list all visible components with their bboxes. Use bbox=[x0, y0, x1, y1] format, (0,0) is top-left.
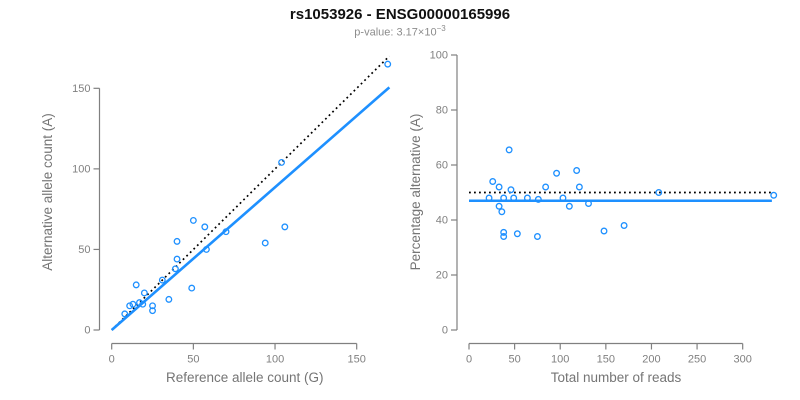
percentage-scatter-data-point bbox=[533, 233, 541, 240]
percentage-scatter-data-point bbox=[523, 194, 531, 202]
allele-count-scatter-data-point bbox=[121, 310, 129, 318]
percentage-scatter-x-tick-label: 50 bbox=[508, 354, 520, 366]
percentage-scatter-data-point bbox=[559, 194, 567, 202]
percentage-scatter-x-tick-label: 300 bbox=[734, 354, 752, 366]
allele-count-scatter-data-point bbox=[188, 284, 196, 292]
percentage-scatter-data-point bbox=[495, 202, 503, 210]
allele-count-scatter-x-tick-label: 100 bbox=[266, 354, 284, 366]
percentage-scatter-y-tick-label: 80 bbox=[436, 105, 448, 117]
percentage-scatter-y-tick-label: 40 bbox=[436, 215, 448, 227]
percentage-scatter-x-tick-label: 0 bbox=[466, 354, 472, 366]
percentage-scatter-data-point bbox=[495, 183, 503, 191]
percentage-scatter-data-point bbox=[500, 194, 508, 202]
percentage-scatter-y-tick-label: 60 bbox=[436, 160, 448, 172]
allele-count-scatter-data-point bbox=[173, 237, 181, 245]
identity-line bbox=[111, 55, 390, 331]
percentage-scatter-y-tick-label: 0 bbox=[442, 325, 448, 337]
allele-count-scatter-data-point bbox=[222, 228, 230, 236]
pvalue-exponent: −3 bbox=[436, 24, 446, 33]
figure-title: rs1053926 - ENSG00000165996 bbox=[289, 6, 511, 23]
percentage-scatter-data-point bbox=[600, 227, 608, 235]
allele-count-scatter-data-point bbox=[165, 295, 173, 303]
regression-line bbox=[110, 86, 391, 331]
allele-count-scatter-data-point bbox=[139, 300, 147, 308]
allele-count-scatter-y-tick-label: 150 bbox=[72, 83, 90, 95]
percentage-scatter-y-tick-label: 100 bbox=[430, 50, 448, 62]
percentage-scatter-y-tick-label: 20 bbox=[436, 270, 448, 282]
allele-count-scatter-ylabel: Alternative allele count (A) bbox=[40, 113, 55, 271]
allele-count-scatter-data-point bbox=[189, 216, 197, 224]
percentage-scatter-data-point bbox=[510, 194, 518, 202]
percentage-scatter-data-point bbox=[585, 200, 592, 207]
percentage-scatter-data-point bbox=[513, 230, 521, 238]
allele-count-scatter-y-tick-label: 0 bbox=[84, 325, 90, 337]
allele-count-scatter-x-tick-label: 150 bbox=[348, 354, 366, 366]
percentage-scatter-data-point bbox=[542, 183, 550, 191]
percentage-scatter-x-tick-label: 250 bbox=[688, 354, 706, 366]
percentage-scatter-x-tick-label: 100 bbox=[551, 354, 569, 366]
allele-count-scatter-data-point bbox=[171, 265, 179, 273]
percentage-scatter-data-point bbox=[553, 169, 561, 177]
percentage-scatter-data-point bbox=[500, 233, 508, 240]
allele-count-scatter-xlabel: Reference allele count (G) bbox=[166, 370, 324, 385]
percentage-scatter-data-point bbox=[655, 189, 663, 196]
percentage-scatter-data-point bbox=[575, 183, 583, 191]
allele-count-scatter-data-point bbox=[140, 289, 148, 297]
allele-count-scatter-data-point bbox=[149, 307, 156, 315]
percentage-scatter-data-point bbox=[500, 228, 508, 236]
allele-count-scatter-y-tick-label: 100 bbox=[72, 163, 90, 175]
percentage-scatter-xlabel: Total number of reads bbox=[551, 370, 682, 385]
allele-count-scatter-x-tick-label: 0 bbox=[109, 354, 115, 366]
pvalue-subtitle: p-value: 3.17×10−3 bbox=[0, 24, 800, 39]
percentage-scatter-data-point bbox=[534, 195, 542, 203]
percentage-scatter-data-point bbox=[505, 146, 513, 154]
pvalue-text: p-value: 3.17×10 bbox=[354, 26, 437, 39]
allele-count-scatter-data-point bbox=[261, 239, 269, 247]
allele-count-scatter-data-point bbox=[173, 255, 181, 263]
allele-count-scatter-data-point bbox=[136, 299, 143, 307]
percentage-scatter-data-point bbox=[485, 194, 493, 202]
percentage-scatter-data-point bbox=[770, 191, 778, 199]
percentage-scatter-data-point bbox=[573, 167, 581, 174]
percentage-scatter-data-point bbox=[507, 186, 515, 194]
percentage-scatter-data-point bbox=[620, 222, 628, 229]
allele-count-scatter-data-point bbox=[384, 60, 392, 68]
percentage-scatter-x-tick-label: 200 bbox=[642, 354, 660, 366]
allele-count-scatter-data-point bbox=[132, 281, 140, 289]
allele-count-scatter-data-point bbox=[278, 158, 286, 166]
allele-count-scatter-data-point bbox=[281, 223, 289, 231]
allele-count-scatter-y-tick-label: 50 bbox=[78, 244, 90, 256]
percentage-scatter-data-point bbox=[565, 202, 573, 210]
allele-count-scatter-data-point bbox=[201, 223, 209, 231]
allele-count-scatter-data-point bbox=[129, 300, 137, 308]
allele-count-scatter-data-point bbox=[202, 245, 210, 253]
percentage-scatter-data-point bbox=[489, 178, 497, 185]
percentage-scatter-x-tick-label: 150 bbox=[597, 354, 615, 366]
allele-count-scatter-data-point bbox=[149, 302, 156, 310]
allele-count-scatter-data-point bbox=[126, 302, 134, 310]
percentage-scatter-ylabel: Percentage alternative (A) bbox=[408, 114, 423, 271]
percentage-scatter-data-point bbox=[498, 208, 506, 216]
allele-count-scatter-x-tick-label: 50 bbox=[187, 354, 199, 366]
allele-count-scatter-data-point bbox=[158, 276, 166, 284]
